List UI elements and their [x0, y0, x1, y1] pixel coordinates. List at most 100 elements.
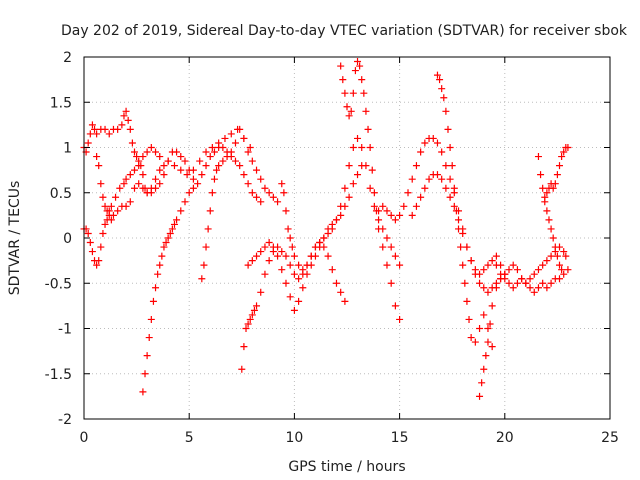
data-point [248, 311, 256, 319]
data-point [152, 175, 160, 183]
data-point [534, 153, 542, 161]
data-point [341, 89, 349, 97]
data-point [396, 211, 404, 219]
data-point [440, 94, 448, 102]
data-point [539, 261, 547, 269]
data-point [349, 144, 357, 151]
data-point [412, 202, 420, 210]
data-point [290, 252, 298, 260]
data-point [354, 134, 362, 142]
data-point [227, 130, 235, 138]
series-arc-6 [238, 239, 349, 373]
data-point [290, 306, 298, 314]
data-point [341, 184, 349, 192]
data-point [364, 125, 372, 133]
data-point [244, 261, 252, 269]
axis-ticks [83, 56, 611, 420]
data-point [505, 266, 513, 274]
data-point [471, 338, 479, 346]
data-point [383, 207, 391, 215]
data-point [152, 148, 160, 156]
data-point [288, 243, 296, 251]
data-point [391, 302, 399, 310]
data-point [128, 139, 136, 147]
data-point [513, 266, 521, 274]
data-point [200, 261, 208, 269]
data-point [227, 148, 235, 156]
data-point [210, 148, 218, 156]
data-point [446, 144, 454, 151]
series-arc-11 [408, 171, 509, 296]
data-point [553, 252, 561, 260]
data-point [122, 107, 130, 115]
data-point [509, 284, 517, 292]
data-point [130, 184, 138, 192]
data-point [109, 211, 117, 219]
data-point [248, 257, 256, 265]
data-point [332, 216, 340, 224]
data-point [337, 202, 345, 210]
data-point [177, 207, 185, 215]
data-point [120, 180, 128, 188]
data-point [265, 257, 273, 265]
data-point [135, 180, 143, 188]
data-point [183, 171, 191, 179]
data-point [366, 184, 374, 192]
data-point [152, 184, 160, 192]
data-point [518, 275, 526, 283]
data-point [99, 229, 107, 237]
data-point [143, 148, 151, 156]
y-tick-label: -0.5 [45, 276, 72, 292]
series-arc-14 [492, 261, 572, 296]
data-point [164, 157, 172, 165]
data-point [269, 243, 277, 251]
data-point [379, 243, 387, 251]
data-point [391, 216, 399, 224]
y-tick-label: -2 [58, 412, 72, 428]
data-point [173, 216, 181, 224]
data-point [438, 85, 446, 93]
x-tick-label: 20 [496, 430, 514, 446]
data-point [339, 76, 347, 84]
data-point [324, 229, 332, 237]
data-point [137, 162, 145, 170]
data-point [433, 171, 441, 179]
data-point [170, 220, 178, 228]
data-point [208, 144, 216, 151]
data-point [236, 162, 244, 170]
data-point [124, 116, 132, 124]
data-point [282, 207, 290, 215]
data-point [97, 180, 105, 188]
data-point [343, 103, 351, 111]
data-point [101, 125, 109, 133]
data-point [107, 202, 115, 210]
data-point [158, 252, 166, 260]
series-arc-9 [337, 58, 404, 323]
data-point [488, 343, 496, 351]
data-point [189, 184, 197, 192]
data-point [526, 284, 534, 292]
data-point [556, 261, 564, 269]
data-point [370, 202, 378, 210]
data-point [244, 148, 252, 156]
series-arc-13 [476, 243, 570, 400]
data-point [547, 279, 555, 287]
data-point [433, 139, 441, 147]
series-arc-5 [198, 125, 282, 283]
data-point [484, 288, 492, 296]
data-point [351, 67, 359, 75]
data-point [480, 266, 488, 274]
data-point [375, 216, 383, 224]
data-point [101, 202, 109, 210]
data-point [476, 279, 484, 287]
data-point [549, 234, 557, 242]
data-point [269, 193, 277, 201]
data-point [257, 248, 265, 256]
series-arc-16 [541, 198, 566, 274]
y-tick-label: 1 [63, 141, 72, 157]
y-axis-label: SDTVAR / TECUs [7, 181, 23, 296]
data-point [99, 193, 107, 201]
x-tick-label: 15 [391, 430, 409, 446]
data-point [482, 352, 490, 360]
data-point [484, 261, 492, 269]
